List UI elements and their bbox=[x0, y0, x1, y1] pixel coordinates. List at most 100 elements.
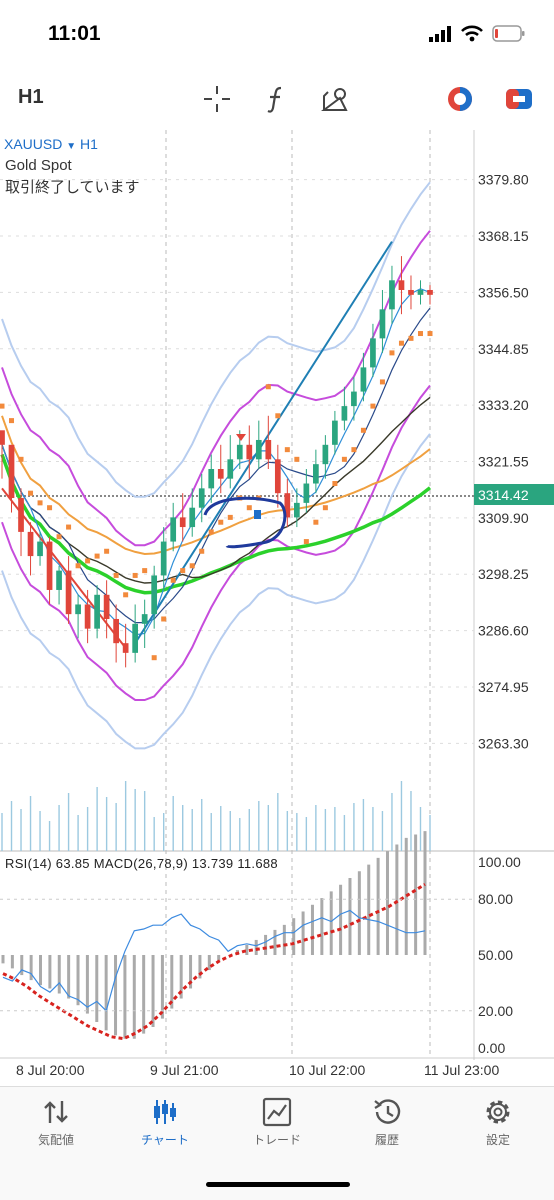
tab-settings[interactable]: 設定 bbox=[458, 1093, 538, 1153]
timeframe-button[interactable]: H1 bbox=[18, 86, 44, 108]
candle-body bbox=[0, 430, 5, 445]
indicator-axis-label: 100.00 bbox=[478, 854, 521, 870]
sar-dot bbox=[389, 350, 395, 356]
candle-body bbox=[227, 459, 234, 479]
candle-body bbox=[322, 444, 329, 465]
symbol-name: XAUUSD bbox=[4, 136, 63, 152]
candle-body bbox=[122, 643, 129, 653]
switch-account-icon[interactable] bbox=[502, 82, 536, 116]
tab-quotes[interactable]: 気配値 bbox=[16, 1093, 96, 1153]
function-icon[interactable] bbox=[260, 82, 294, 116]
sar-dot bbox=[28, 490, 34, 496]
tab-label: 気配値 bbox=[37, 1133, 74, 1147]
candle-body bbox=[160, 541, 167, 576]
market-status: 取引終了しています bbox=[5, 179, 140, 196]
sar-dot bbox=[170, 577, 176, 583]
candle-body bbox=[179, 517, 186, 528]
color-theme-icon[interactable] bbox=[443, 82, 477, 116]
sar-dot bbox=[75, 563, 81, 569]
sar-dot bbox=[94, 553, 100, 559]
sar-dot bbox=[332, 481, 338, 487]
sar-dot bbox=[123, 592, 129, 598]
bollinger-lower bbox=[1, 384, 431, 701]
trade-icon bbox=[262, 1097, 292, 1127]
sar-dot bbox=[303, 539, 309, 545]
crosshair-icon[interactable] bbox=[200, 82, 234, 116]
moving-average-dark bbox=[1, 396, 431, 584]
battery-icon bbox=[492, 25, 525, 42]
sar-dot bbox=[341, 456, 347, 462]
candle-body bbox=[170, 517, 177, 542]
quotes-icon bbox=[44, 1101, 68, 1123]
candle-body bbox=[103, 594, 110, 619]
current-price-tag bbox=[474, 484, 554, 505]
sar-dot bbox=[246, 505, 252, 511]
history-icon bbox=[374, 1099, 401, 1124]
trendline-up bbox=[134, 241, 393, 644]
moving-average-navy bbox=[1, 307, 431, 624]
candle-body bbox=[370, 338, 376, 368]
candle-body bbox=[303, 483, 310, 503]
sar-dot bbox=[370, 403, 376, 409]
price-axis-label: 3368.15 bbox=[478, 228, 529, 244]
signal-icon bbox=[429, 26, 451, 42]
sar-dot bbox=[199, 548, 205, 554]
status-bar: 11:01 bbox=[0, 0, 554, 70]
sar-dot bbox=[313, 519, 319, 525]
sar-dot bbox=[132, 572, 138, 578]
sar-dot bbox=[0, 403, 5, 409]
candle-body bbox=[75, 604, 81, 615]
sar-dot bbox=[275, 413, 281, 419]
indicator-axis-label: 20.00 bbox=[478, 1003, 513, 1019]
candle-body bbox=[351, 391, 357, 407]
price-chart[interactable]: 3379.80 3368.15 3356.50 3344.85 3333.20 3321.… bbox=[0, 130, 554, 1085]
candle-body bbox=[236, 444, 243, 460]
moving-average-orange bbox=[1, 415, 431, 556]
tab-history[interactable]: 履歴 bbox=[347, 1093, 427, 1153]
sar-dot bbox=[47, 505, 53, 511]
moving-average-blue bbox=[1, 288, 431, 636]
time-axis-label: 8 Jul 20:00 bbox=[16, 1062, 85, 1078]
settings-icon bbox=[486, 1100, 510, 1124]
price-axis-label: 3379.80 bbox=[478, 172, 529, 188]
sar-dot bbox=[284, 447, 290, 453]
candle-body bbox=[198, 488, 205, 508]
price-axis-label: 3356.50 bbox=[478, 284, 529, 300]
symbol-title[interactable]: XAUUSD ▼ H1 bbox=[4, 136, 98, 152]
candle-body bbox=[427, 289, 433, 295]
candle-body bbox=[37, 541, 43, 557]
sar-dot bbox=[161, 616, 167, 622]
indicator-label: RSI(14) 63.85 MACD(26,78,9) 13.739 11.68… bbox=[5, 856, 278, 871]
price-axis-label: 3344.85 bbox=[478, 341, 529, 357]
sar-dot bbox=[180, 568, 186, 574]
moving-average-green bbox=[0, 453, 432, 595]
sar-dot bbox=[322, 505, 328, 511]
candle-body bbox=[217, 469, 224, 479]
home-indicator bbox=[206, 1182, 350, 1187]
indicator-axis-label: 50.00 bbox=[478, 947, 513, 963]
tab-chart[interactable]: チャート bbox=[125, 1093, 205, 1153]
tab-trade[interactable]: トレード bbox=[237, 1093, 317, 1153]
candle-body bbox=[46, 541, 53, 590]
price-axis-label: 3263.30 bbox=[478, 735, 529, 751]
sar-dot bbox=[218, 519, 224, 525]
status-time: 11:01 bbox=[48, 22, 101, 45]
candle-body bbox=[398, 280, 405, 290]
candle-body bbox=[255, 439, 262, 460]
current-price-label: 3314.42 bbox=[478, 487, 529, 503]
candle-body bbox=[94, 594, 100, 629]
chart-icon bbox=[154, 1100, 176, 1124]
candle-body bbox=[284, 493, 291, 518]
sar-dot bbox=[227, 514, 233, 520]
candle-body bbox=[65, 570, 72, 615]
sell-marker bbox=[236, 434, 246, 441]
sar-dot bbox=[417, 331, 423, 337]
candle-body bbox=[274, 459, 281, 494]
trade-marker bbox=[254, 510, 261, 519]
sar-dot bbox=[142, 568, 148, 574]
candle-body bbox=[379, 309, 386, 339]
drawing-tools-icon[interactable] bbox=[318, 82, 352, 116]
price-axis-label: 3321.55 bbox=[478, 454, 529, 470]
bollinger-upper bbox=[1, 230, 431, 547]
candle-body bbox=[408, 289, 414, 295]
